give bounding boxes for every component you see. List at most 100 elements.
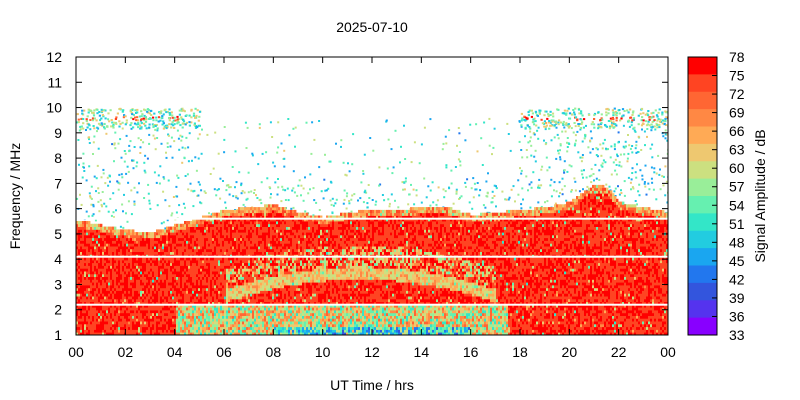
heat-cell xyxy=(140,257,143,261)
heat-cell xyxy=(198,287,201,291)
scatter-point xyxy=(150,114,153,116)
heat-cell xyxy=(170,310,173,314)
heat-cell xyxy=(120,273,123,277)
heat-cell xyxy=(214,265,217,269)
scatter-point xyxy=(464,181,467,184)
heat-cell xyxy=(146,332,149,335)
heat-cell xyxy=(178,285,181,289)
scatter-point xyxy=(574,116,578,119)
heat-cell xyxy=(154,287,157,291)
heat-cell xyxy=(204,304,207,308)
scatter-point xyxy=(302,199,305,202)
scatter-point xyxy=(636,151,639,154)
heat-cell xyxy=(110,304,113,308)
heat-cell xyxy=(154,265,157,269)
heat-cell xyxy=(202,265,205,269)
heat-cell xyxy=(126,321,129,325)
heat-cell xyxy=(88,273,91,277)
heat-cell xyxy=(186,329,189,333)
heat-cell xyxy=(200,246,203,250)
scatter-point xyxy=(176,115,179,118)
scatter-point xyxy=(292,187,295,190)
heat-cell xyxy=(196,259,199,264)
heat-cell xyxy=(184,248,187,252)
scatter-point xyxy=(488,144,491,147)
heat-cell xyxy=(78,323,81,328)
heat-cell xyxy=(200,234,203,239)
scatter-point xyxy=(175,185,178,188)
heat-cell xyxy=(160,265,163,269)
scatter-point xyxy=(277,146,280,149)
heat-cell xyxy=(180,246,183,250)
heat-cell xyxy=(132,265,135,269)
scatter-point xyxy=(403,188,406,191)
heat-cell xyxy=(206,310,209,314)
scatter-point xyxy=(563,109,566,112)
heat-cell xyxy=(116,248,119,252)
heat-cell xyxy=(134,321,137,325)
scatter-point xyxy=(618,193,621,196)
scatter-point xyxy=(664,117,667,120)
heat-cell xyxy=(188,268,191,272)
heat-cell xyxy=(120,237,123,241)
scatter-point xyxy=(565,113,568,116)
heat-cell xyxy=(132,296,135,300)
heat-cell xyxy=(176,329,179,333)
heat-cell xyxy=(178,232,181,236)
heat-cell xyxy=(174,323,177,328)
heat-cell xyxy=(116,243,119,247)
heat-cell xyxy=(168,268,171,272)
heat-cell xyxy=(158,234,161,239)
heat-cell xyxy=(184,296,187,300)
heat-cell xyxy=(170,279,173,283)
heat-cell xyxy=(136,279,139,283)
heat-cell xyxy=(172,248,175,252)
scatter-point xyxy=(144,120,148,123)
heat-cell xyxy=(194,323,197,328)
heat-cell xyxy=(160,243,163,247)
heat-cell xyxy=(136,318,139,322)
heat-cell xyxy=(78,234,81,239)
scatter-point xyxy=(654,109,657,112)
heat-cell xyxy=(138,321,141,325)
heat-cell xyxy=(128,287,131,291)
heat-cell xyxy=(162,326,165,330)
heat-cell xyxy=(194,229,197,233)
heat-cell xyxy=(128,271,131,275)
heat-cell xyxy=(178,246,181,250)
heat-cell xyxy=(158,315,161,319)
scatter-point xyxy=(117,188,120,191)
heat-cell xyxy=(214,271,217,275)
heat-cell xyxy=(86,271,89,275)
scatter-point xyxy=(524,135,526,138)
scatter-point xyxy=(597,127,600,130)
heat-cell xyxy=(134,323,137,328)
heat-cell xyxy=(166,290,169,294)
heat-cell xyxy=(138,237,141,241)
scatter-point xyxy=(559,192,561,194)
heat-cell xyxy=(108,290,111,294)
heat-cell xyxy=(206,248,209,252)
heat-cell xyxy=(150,232,153,236)
heat-cell xyxy=(186,318,189,322)
heat-cell xyxy=(174,257,177,261)
heat-cell xyxy=(136,293,139,297)
heat-cell xyxy=(162,298,165,303)
heat-cell xyxy=(162,285,165,289)
heat-cell xyxy=(152,257,155,261)
heat-cell xyxy=(198,251,201,255)
heat-cell xyxy=(100,279,103,283)
heat-cell xyxy=(198,243,201,247)
heat-cell xyxy=(162,329,165,333)
scatter-point xyxy=(272,161,275,164)
scatter-point xyxy=(335,198,338,201)
heat-cell xyxy=(202,332,205,335)
heat-cell xyxy=(80,315,83,319)
heat-cell xyxy=(190,262,193,266)
scatter-point xyxy=(582,126,585,129)
scatter-point xyxy=(628,144,631,147)
scatter-point xyxy=(608,127,611,130)
heat-cell xyxy=(160,273,163,277)
scatter-point xyxy=(574,142,577,145)
heat-cell xyxy=(120,304,123,308)
